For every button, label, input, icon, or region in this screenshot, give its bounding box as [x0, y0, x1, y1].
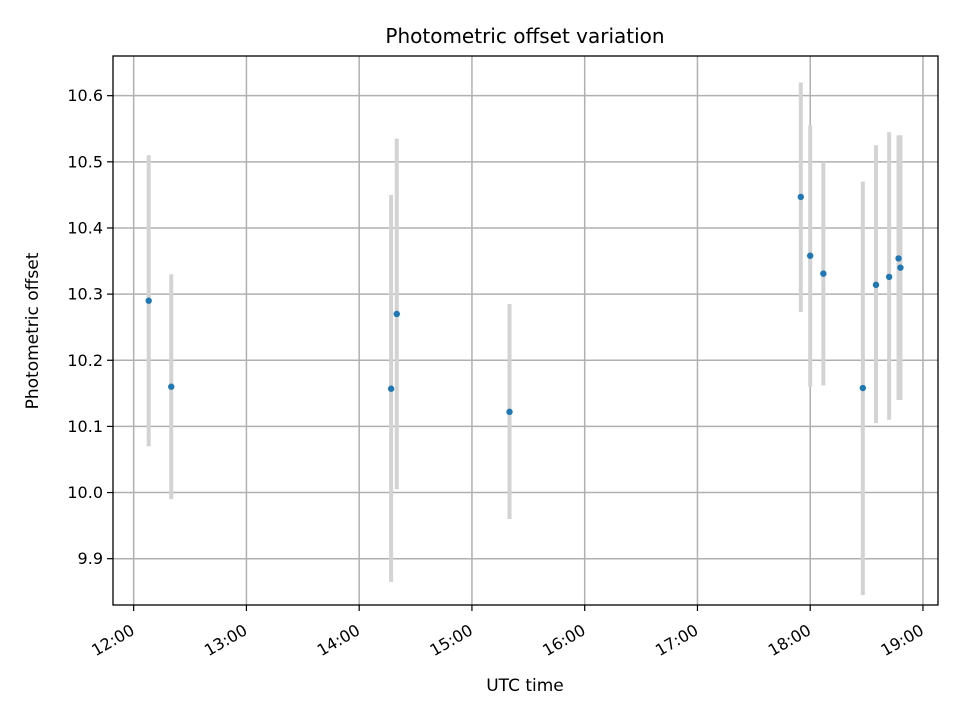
- x-tick-label: 12:00: [88, 620, 137, 660]
- data-point: [897, 264, 904, 271]
- data-point: [872, 281, 880, 289]
- x-tick-label: 15:00: [427, 620, 476, 660]
- x-tick-label: 18:00: [765, 620, 814, 660]
- grid: [113, 56, 938, 605]
- y-axis-ticks: 9.9 10.0 10.1 10.2 10.3 10.4 10.5 10.6: [67, 86, 113, 568]
- data-point: [885, 273, 893, 281]
- data-point: [820, 270, 827, 277]
- plot-frame: [112, 55, 939, 606]
- y-tick-label: 10.5: [67, 152, 103, 171]
- error-bars: [146, 82, 903, 596]
- x-tick-label: 14:00: [314, 620, 363, 660]
- data-point: [506, 408, 513, 416]
- data-point: [807, 252, 814, 259]
- chart-title: Photometric offset variation: [385, 24, 664, 48]
- data-point: [387, 385, 395, 392]
- x-tick-label: 16:00: [539, 620, 588, 660]
- y-tick-label: 10.3: [67, 285, 103, 304]
- y-tick-label: 10.1: [67, 417, 103, 436]
- x-tick-label: 19:00: [878, 620, 927, 660]
- x-tick-label: 13:00: [201, 620, 250, 660]
- data-point: [168, 383, 175, 390]
- data-point: [393, 310, 400, 318]
- data-point: [797, 193, 805, 201]
- y-tick-label: 10.4: [67, 218, 103, 237]
- data-point: [859, 384, 867, 392]
- data-point: [145, 297, 152, 304]
- y-axis-label: Photometric offset: [23, 252, 43, 409]
- x-axis-ticks: 12:00 13:00 14:00 15:00 16:00 17:00 18:00 19:00: [88, 605, 927, 660]
- x-tick-label: 17:00: [652, 620, 701, 660]
- y-tick-label: 10.2: [67, 351, 103, 370]
- x-axis-label: UTC time: [486, 676, 564, 696]
- data-points: [145, 193, 904, 416]
- y-tick-label: 10.6: [67, 86, 103, 105]
- y-tick-label: 10.0: [67, 483, 103, 502]
- data-point: [895, 255, 902, 262]
- y-tick-label: 9.9: [78, 549, 103, 568]
